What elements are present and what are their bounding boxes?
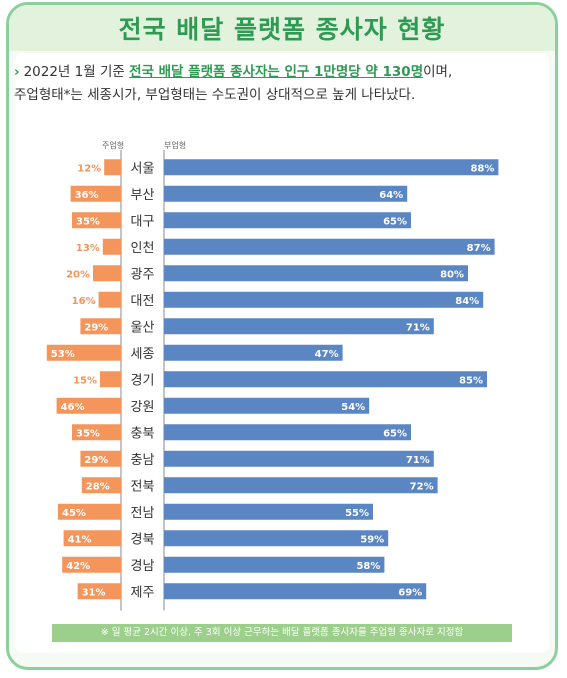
category-label: 경북 xyxy=(131,532,155,547)
bar-side-type xyxy=(164,503,373,520)
summary-highlight: 전국 배달 플랫폼 종사자는 인구 1만명당 약 130명 xyxy=(129,64,424,80)
data-label-side-type: 47% xyxy=(315,349,339,360)
category-label: 대전 xyxy=(131,294,155,309)
data-label-main-type: 46% xyxy=(61,402,85,413)
data-label-side-type: 88% xyxy=(470,163,494,174)
bar-side-type xyxy=(164,583,427,600)
legend-side-type: 부업형 xyxy=(164,141,187,150)
bar-main-type xyxy=(93,265,121,282)
data-label-main-type: 15% xyxy=(73,375,97,386)
bar-side-type xyxy=(164,530,389,547)
data-label-side-type: 55% xyxy=(345,508,369,519)
bar-main-type xyxy=(58,503,121,520)
chevron-right-icon: › xyxy=(14,64,20,80)
category-label: 광주 xyxy=(131,267,155,282)
category-label: 전북 xyxy=(131,479,155,494)
bar-side-type xyxy=(164,477,438,494)
bar-main-type xyxy=(80,450,121,467)
bar-side-type xyxy=(164,397,370,414)
data-label-side-type: 87% xyxy=(467,243,491,254)
data-label-side-type: 72% xyxy=(410,481,434,492)
data-label-main-type: 29% xyxy=(84,322,108,333)
data-label-side-type: 85% xyxy=(459,375,483,386)
bar-main-type xyxy=(62,556,121,573)
bar-main-type xyxy=(72,212,121,229)
category-label: 충북 xyxy=(131,426,155,441)
data-label-main-type: 53% xyxy=(51,349,75,360)
footnote: ※ 일 평균 2시간 이상, 주 3회 이상 근무하는 배달 플랫폼 종사자를 … xyxy=(52,624,512,642)
data-label-main-type: 12% xyxy=(77,163,101,174)
data-label-main-type: 31% xyxy=(82,587,106,598)
category-label: 제주 xyxy=(131,585,155,600)
data-label-main-type: 28% xyxy=(86,481,110,492)
summary-line2: 주업형태*는 세종시가, 부업형태는 수도권이 상대적으로 높게 나타났다. xyxy=(14,87,416,103)
bar-main-type xyxy=(104,159,121,176)
data-label-side-type: 69% xyxy=(398,587,422,598)
bar-side-type xyxy=(164,424,411,441)
legend-main-type: 주업형 xyxy=(102,141,125,150)
data-label-side-type: 64% xyxy=(379,190,403,201)
bar-main-type xyxy=(72,424,121,441)
data-label-main-type: 20% xyxy=(66,269,90,280)
bar-main-type xyxy=(98,291,121,308)
bar-main-type xyxy=(63,530,121,547)
summary-part1: 2022년 1월 기준 xyxy=(23,64,130,80)
summary-text: › 2022년 1월 기준 전국 배달 플랫폼 종사자는 인구 1만명당 약 13… xyxy=(14,61,544,107)
category-label: 대구 xyxy=(131,214,155,229)
data-label-side-type: 65% xyxy=(383,428,407,439)
data-label-main-type: 16% xyxy=(72,296,96,307)
category-label: 서울 xyxy=(131,161,155,176)
data-label-side-type: 58% xyxy=(356,561,380,572)
data-label-side-type: 84% xyxy=(455,296,479,307)
bar-main-type xyxy=(80,318,121,335)
data-label-side-type: 71% xyxy=(406,455,430,466)
data-label-side-type: 54% xyxy=(341,402,365,413)
bar-main-type xyxy=(81,477,121,494)
bar-side-type xyxy=(164,185,408,202)
bar-side-type xyxy=(164,291,484,308)
category-label: 경기 xyxy=(131,373,155,388)
bar-main-type xyxy=(70,185,121,202)
data-label-main-type: 42% xyxy=(66,561,90,572)
bar-main-type xyxy=(77,583,121,600)
bar-side-type xyxy=(164,371,487,388)
data-label-side-type: 59% xyxy=(360,534,384,545)
data-label-side-type: 80% xyxy=(440,269,464,280)
data-label-main-type: 36% xyxy=(75,190,99,201)
bar-main-type xyxy=(102,238,121,255)
page-title: 전국 배달 플랫폼 종사자 현황 xyxy=(118,15,446,44)
data-label-side-type: 65% xyxy=(383,216,407,227)
bar-side-type xyxy=(164,265,468,282)
category-label: 세종 xyxy=(131,347,155,362)
category-label: 강원 xyxy=(131,400,155,415)
category-label: 충남 xyxy=(131,453,155,468)
data-label-main-type: 45% xyxy=(62,508,86,519)
bar-side-type xyxy=(164,556,385,573)
bar-side-type xyxy=(164,212,411,229)
bar-side-type xyxy=(164,318,434,335)
data-label-main-type: 41% xyxy=(68,534,92,545)
category-label: 부산 xyxy=(131,188,155,203)
bar-main-type xyxy=(56,397,121,414)
summary-part2: 이며, xyxy=(423,64,453,80)
category-label: 경남 xyxy=(131,559,155,574)
bar-main-type xyxy=(100,371,121,388)
data-label-main-type: 35% xyxy=(76,428,100,439)
category-label: 전남 xyxy=(131,506,155,521)
data-label-main-type: 29% xyxy=(84,455,108,466)
data-label-main-type: 13% xyxy=(76,243,100,254)
bar-side-type xyxy=(164,238,495,255)
category-label: 울산 xyxy=(131,320,155,335)
bar-main-type xyxy=(46,344,121,361)
data-label-side-type: 71% xyxy=(406,322,430,333)
bar-side-type xyxy=(164,450,434,467)
title-bar: 전국 배달 플랫폼 종사자 현황 xyxy=(9,5,555,51)
bar-side-type xyxy=(164,344,343,361)
bar-side-type xyxy=(164,159,499,176)
data-label-main-type: 35% xyxy=(76,216,100,227)
category-label: 인천 xyxy=(131,241,155,256)
